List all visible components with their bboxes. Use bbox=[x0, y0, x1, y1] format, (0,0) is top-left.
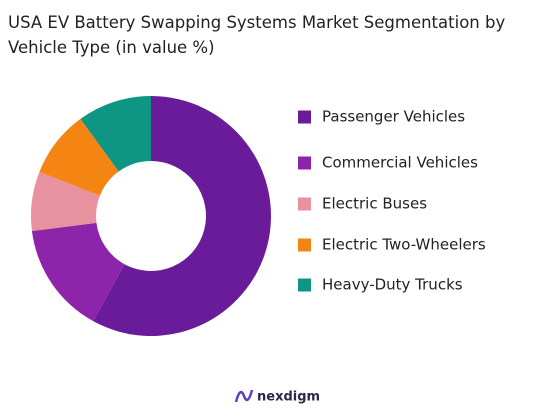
legend-swatch bbox=[298, 197, 311, 211]
legend-swatch bbox=[298, 278, 311, 292]
brand-name: nexdigm bbox=[257, 390, 320, 405]
donut-slice bbox=[31, 222, 125, 322]
chart-title: USA EV Battery Swapping Systems Market S… bbox=[8, 13, 506, 57]
legend-label: Passenger Vehicles bbox=[322, 108, 465, 126]
legend-label: Electric Two-Wheelers bbox=[322, 236, 486, 254]
legend-swatch bbox=[298, 156, 311, 170]
legend-swatch bbox=[298, 110, 311, 124]
legend-label: Heavy-Duty Trucks bbox=[322, 276, 463, 294]
logo-icon bbox=[234, 389, 254, 403]
legend-label: Commercial Vehicles bbox=[322, 154, 478, 172]
donut-slice bbox=[31, 171, 100, 232]
legend-label: Electric Buses bbox=[322, 195, 427, 213]
legend-swatch bbox=[298, 238, 311, 252]
donut-slice bbox=[93, 96, 271, 336]
donut-slice bbox=[80, 96, 151, 172]
brand-logo bbox=[234, 389, 254, 403]
donut-slice bbox=[39, 118, 119, 196]
